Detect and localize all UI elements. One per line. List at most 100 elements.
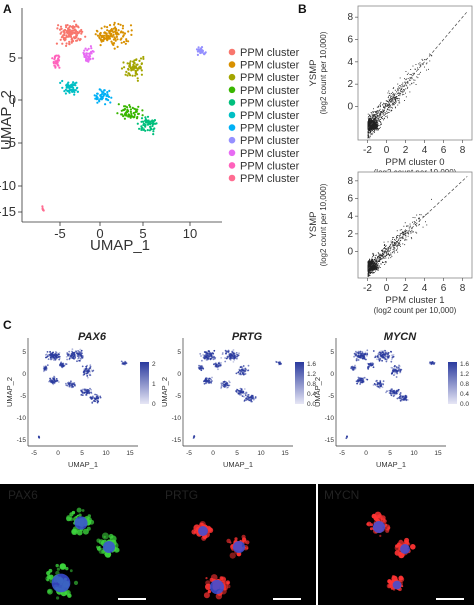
feature-point: [46, 364, 49, 366]
y-tick-label: -5: [175, 393, 181, 400]
scatter-point: [371, 272, 373, 273]
scatter-point: [372, 262, 374, 264]
umap-point: [142, 128, 145, 131]
feature-point: [209, 355, 211, 358]
feature-point: [92, 369, 95, 372]
feature-point: [78, 355, 81, 358]
feature-point: [363, 353, 366, 356]
umap-point: [99, 34, 102, 37]
feature-point: [96, 397, 99, 400]
umap-point: [89, 45, 92, 48]
umap-point: [117, 33, 120, 36]
scatter-point: [397, 242, 399, 244]
scatter-point: [419, 62, 421, 64]
feature-point: [38, 436, 41, 439]
umap-point: [128, 104, 131, 107]
feature-point: [53, 357, 56, 360]
scatter-point: [376, 126, 378, 128]
scatter-point: [368, 118, 370, 120]
scatter-point: [373, 267, 374, 269]
scatter-point: [384, 248, 386, 249]
scatter-point: [398, 95, 399, 96]
scatter-point: [397, 97, 399, 99]
scatter-point: [368, 119, 370, 121]
umap-point: [65, 42, 68, 45]
scatter-point: [370, 130, 372, 132]
scatter-point: [418, 218, 420, 220]
umap-point: [76, 86, 79, 89]
y-tick-label: 0: [347, 102, 353, 113]
legend-swatch: [228, 124, 236, 131]
scatter-point: [375, 121, 377, 123]
scatter-point: [371, 112, 373, 114]
scatter-point: [399, 77, 401, 79]
feature-point: [353, 355, 355, 358]
feature-point: [73, 352, 76, 354]
scatter-point: [380, 122, 382, 124]
feature-point: [360, 354, 363, 357]
feature-point: [220, 382, 223, 385]
scatter-point: [399, 92, 401, 94]
feature-point: [233, 354, 236, 357]
scatter-point: [376, 125, 378, 127]
scatter-point: [388, 246, 390, 248]
umap-point: [121, 27, 124, 30]
umap-point: [122, 108, 125, 111]
umap-point: [149, 125, 152, 128]
feature-point: [77, 357, 80, 359]
scatter-point: [385, 245, 387, 247]
umap-point: [64, 88, 67, 91]
feature-point: [225, 382, 228, 384]
umap-point: [136, 122, 139, 125]
umap-point: [56, 27, 59, 30]
feature-point: [227, 351, 230, 353]
feature-point: [239, 369, 242, 372]
scatter-point: [372, 266, 374, 268]
scatter-point: [367, 128, 369, 129]
scatter-point: [421, 58, 423, 60]
feature-point: [394, 369, 397, 371]
scatter-point: [380, 114, 382, 116]
scatter-point: [413, 79, 415, 81]
scatter-point: [370, 268, 372, 270]
feature-point: [238, 373, 241, 376]
scatter-point: [371, 133, 373, 135]
scatter-point: [385, 248, 386, 250]
scatter-point: [410, 231, 412, 233]
scatter-point: [426, 69, 427, 71]
scatter-point: [393, 252, 395, 254]
feature-point: [76, 355, 79, 358]
scatter-point: [383, 102, 384, 104]
feature-point: [391, 370, 394, 373]
scatter-point: [404, 222, 406, 224]
x-tick-label: 10: [257, 450, 265, 457]
scatter-point: [400, 90, 402, 92]
feature-point: [356, 357, 358, 360]
umap-point: [59, 38, 62, 41]
scatter-point: [396, 245, 398, 247]
scatter-point: [367, 272, 369, 274]
umap-point: [103, 31, 106, 34]
scatter-point: [374, 121, 375, 123]
feature-point: [362, 380, 365, 382]
scatter-point: [369, 117, 371, 119]
scatter-point: [403, 89, 405, 90]
scatter-point: [392, 93, 394, 95]
scatter-point: [389, 103, 391, 105]
umap-point: [72, 83, 75, 87]
umap-point: [111, 29, 114, 32]
umap-point: [129, 105, 132, 108]
scatter-point: [368, 272, 369, 274]
scatter-point: [371, 124, 373, 126]
feature-point: [76, 358, 79, 360]
umap-point: [120, 113, 123, 116]
feature-point: [82, 388, 84, 391]
scatter-point: [382, 258, 384, 260]
feature-point: [392, 391, 395, 393]
scatter-point: [374, 266, 376, 268]
scatter-point: [375, 116, 376, 117]
scatter-point: [376, 106, 378, 108]
scatter-point: [369, 124, 371, 126]
feature-point: [96, 399, 99, 402]
feature-point: [278, 360, 281, 363]
